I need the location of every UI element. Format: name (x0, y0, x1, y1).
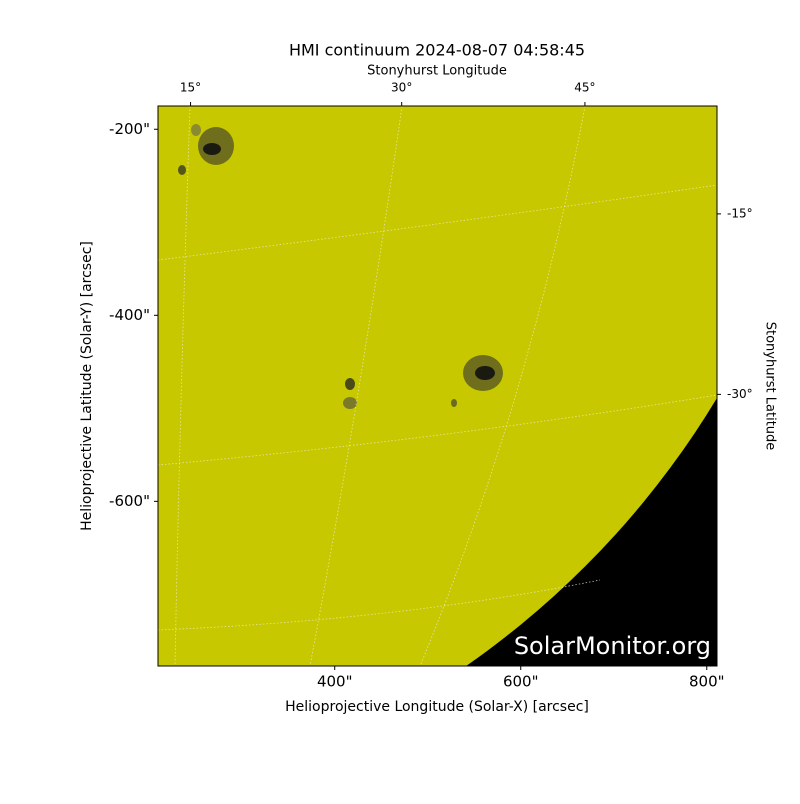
right-tick-label: -30° (727, 387, 753, 401)
top-axis-label: Stonyhurst Longitude (367, 64, 507, 79)
plot-frame (157, 105, 718, 667)
y-tick-label: -600" (109, 492, 150, 510)
top-tick-label: 30° (391, 81, 412, 95)
right-tick-label: -15° (727, 206, 753, 220)
chart-title: HMI continuum 2024-08-07 04:58:45 (289, 41, 585, 60)
stonyhurst-grid (158, 106, 717, 666)
x-axis-label: Helioprojective Longitude (Solar-X) [arc… (285, 699, 589, 715)
sunspots (178, 124, 503, 409)
y-tick-label: -400" (109, 306, 150, 324)
y-axis-label: Helioprojective Latitude (Solar-Y) [arcs… (79, 241, 95, 531)
top-tick-label: 15° (180, 81, 201, 95)
y-tick-label: -200" (109, 120, 150, 138)
x-tick-label: 800" (689, 673, 725, 691)
watermark: SolarMonitor.org (514, 632, 711, 660)
right-axis-label: Stonyhurst Latitude (763, 322, 778, 451)
x-tick-label: 400" (317, 673, 353, 691)
top-tick-label: 45° (574, 81, 595, 95)
x-tick-label: 600" (503, 673, 539, 691)
